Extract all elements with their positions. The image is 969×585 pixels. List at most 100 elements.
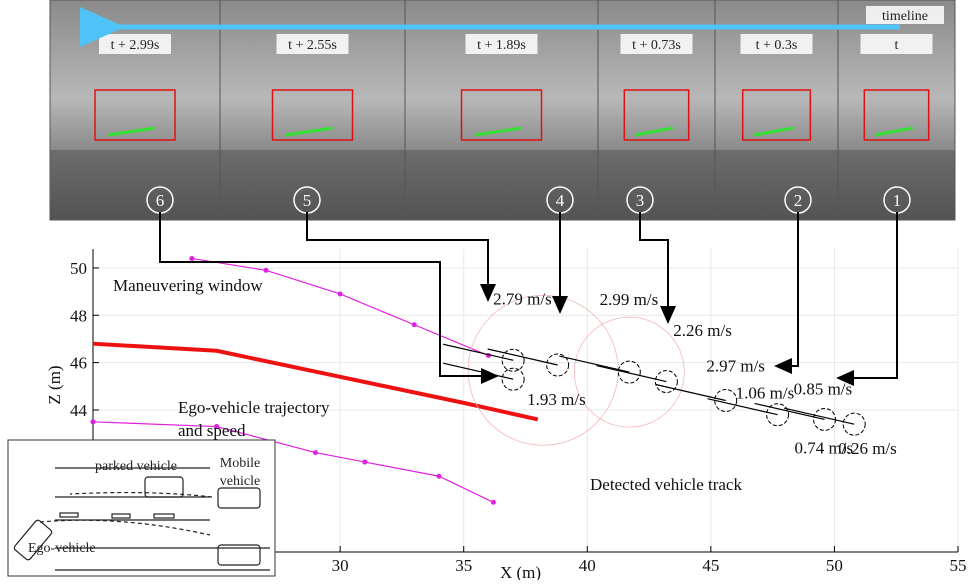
flow-vector	[753, 126, 794, 137]
time-label-bg	[740, 34, 813, 54]
roadside-point	[337, 291, 343, 297]
detection-box	[863, 89, 930, 141]
road	[838, 150, 955, 220]
time-label: t	[895, 38, 899, 53]
x-tick-label: 50	[826, 556, 843, 575]
roadside-point	[436, 473, 442, 479]
detection-box	[741, 89, 812, 141]
x-axis-label: X (m)	[500, 563, 541, 580]
timeline-label: timeline	[882, 9, 928, 24]
inset-label: Ego-vehicle	[28, 541, 96, 556]
time-label-bg	[465, 34, 538, 54]
track-point	[654, 370, 678, 394]
velocity-vector	[596, 364, 667, 383]
velocity-vector	[443, 343, 514, 361]
flow-vector	[108, 126, 156, 137]
flow-vector	[634, 126, 673, 137]
velocity-vector	[754, 402, 825, 421]
speed-label: 0.74 m/s	[795, 438, 854, 457]
annotation: Ego-vehicle trajectory	[178, 398, 330, 417]
connector-arrows	[159, 212, 898, 386]
inset-label: vehicle	[220, 474, 260, 489]
timeline-label-bg	[866, 6, 944, 24]
annotation: Maneuvering window	[113, 276, 263, 295]
speed-label: 0.85 m/s	[794, 380, 853, 399]
roadside-point	[362, 459, 368, 465]
roadside-point	[312, 450, 318, 456]
time-label: t + 0.73s	[632, 38, 681, 53]
flow-vector	[474, 126, 522, 137]
roadside-point	[214, 424, 220, 430]
y-tick-label: 50	[70, 259, 87, 278]
speed-label: 2.79 m/s	[493, 289, 552, 308]
inset-label: parked vehicle	[95, 459, 177, 474]
x-tick-label: 40	[579, 556, 596, 575]
time-label-bg	[860, 34, 933, 54]
road	[50, 150, 220, 220]
search-region	[573, 316, 685, 428]
speed-label: 2.97 m/s	[706, 357, 765, 376]
y-tick-label: 44	[70, 401, 88, 420]
velocity-vector	[707, 398, 778, 416]
inset-label: Mobile	[220, 456, 260, 471]
speed-label: 0.26 m/s	[838, 439, 897, 458]
scenario-inset: parked vehicle Mobile vehicle Ego-vehicle	[7, 439, 276, 577]
road	[405, 150, 598, 220]
speed-label: 1.06 m/s	[736, 384, 795, 403]
photo-strip: t + 2.99s 6 t + 2.55s 5 t + 1.89s 4 t + 0.73s 3…	[49, 0, 956, 221]
time-label: t + 1.89s	[477, 38, 526, 53]
track-point	[714, 389, 738, 412]
frame-number: 6	[156, 191, 165, 210]
detection-box	[623, 89, 690, 141]
speed-label: 2.26 m/s	[673, 321, 732, 340]
velocity-vector	[559, 355, 630, 373]
track-point	[501, 367, 525, 391]
roadside-point	[411, 322, 417, 328]
track-point	[766, 403, 790, 427]
ego-trajectory	[92, 341, 539, 422]
frame-number: 3	[636, 191, 645, 210]
roadside-point	[90, 419, 96, 425]
speed-label: 1.93 m/s	[527, 390, 586, 409]
detection-box	[460, 89, 543, 141]
frame-number: 4	[556, 191, 565, 210]
detection-box	[271, 89, 354, 141]
road	[715, 150, 838, 220]
y-tick-label: 46	[70, 354, 87, 373]
frame-number: 1	[893, 191, 902, 210]
velocity-vector	[655, 383, 726, 402]
roadside-point	[490, 499, 496, 505]
track-point	[617, 360, 641, 384]
velocity-vector	[784, 407, 855, 425]
speed-label: 2.99 m/s	[600, 290, 659, 309]
y-axis-label: Z (m)	[45, 365, 64, 404]
time-label: t + 0.3s	[756, 38, 798, 53]
search-region	[467, 294, 619, 446]
track-point	[501, 348, 525, 372]
time-label: t + 2.55s	[288, 38, 337, 53]
detection-box	[94, 89, 176, 141]
track-point	[546, 353, 570, 377]
velocity-vector	[487, 348, 558, 366]
time-label-bg	[276, 34, 349, 54]
velocity-vector	[443, 362, 514, 380]
frame-number: 2	[794, 191, 803, 210]
frame-number: 5	[303, 191, 312, 210]
time-label: t + 2.99s	[111, 38, 160, 53]
road	[598, 150, 715, 220]
annotation: Detected vehicle track	[590, 475, 742, 494]
roadside-point	[189, 255, 195, 261]
y-tick-label: 48	[70, 306, 87, 325]
road	[220, 150, 405, 220]
time-label-bg	[620, 34, 693, 54]
x-tick-label: 35	[455, 556, 472, 575]
roadside-track	[92, 421, 494, 503]
roadside-point	[263, 267, 269, 273]
x-tick-label: 55	[950, 556, 967, 575]
flow-vector	[874, 126, 913, 137]
x-tick-label: 45	[702, 556, 719, 575]
track-point	[842, 412, 866, 436]
flow-vector	[285, 126, 333, 137]
